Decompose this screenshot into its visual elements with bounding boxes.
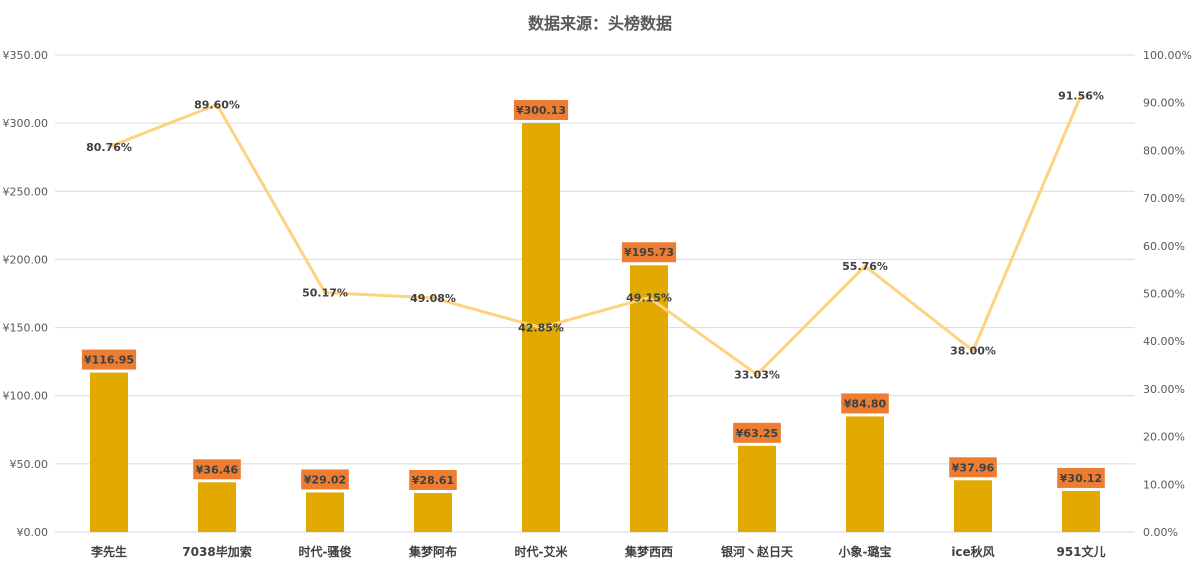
bar-value-label: ¥63.25 bbox=[736, 427, 778, 440]
line-point bbox=[1079, 93, 1083, 97]
left-tick-label: ¥300.00 bbox=[3, 117, 49, 130]
bar-series bbox=[90, 122, 1100, 532]
bar-label-box bbox=[513, 99, 569, 120]
bar-value-label: ¥300.13 bbox=[516, 104, 566, 117]
left-tick-label: ¥150.00 bbox=[3, 322, 49, 335]
line-point bbox=[971, 349, 975, 353]
right-tick-label: 10.00% bbox=[1143, 478, 1185, 491]
bar-value-label: ¥37.96 bbox=[952, 461, 995, 474]
right-tick-label: 60.00% bbox=[1143, 240, 1185, 253]
line-point bbox=[107, 145, 111, 149]
category-label: 7038毕加索 bbox=[182, 544, 251, 559]
line-value-label: 49.08% bbox=[410, 292, 456, 305]
bar bbox=[90, 372, 128, 532]
line-point bbox=[215, 103, 219, 107]
line-point bbox=[539, 326, 543, 330]
bar-label-box bbox=[1057, 467, 1105, 488]
category-label: 小象-璐宝 bbox=[839, 544, 892, 559]
left-tick-label: ¥50.00 bbox=[10, 458, 49, 471]
bar bbox=[1062, 490, 1100, 532]
line-value-label: 42.85% bbox=[518, 322, 564, 335]
line-series bbox=[107, 93, 1083, 376]
right-tick-label: 50.00% bbox=[1143, 288, 1185, 301]
category-label: 集梦西西 bbox=[624, 544, 673, 559]
bar-value-label: ¥30.12 bbox=[1060, 472, 1102, 485]
left-tick-label: ¥250.00 bbox=[3, 185, 49, 198]
bar bbox=[414, 493, 452, 532]
bar-data-labels: ¥116.95 ¥36.46 ¥29.02 ¥28.61 ¥300.13 ¥195.73 ¥… bbox=[81, 99, 1105, 491]
line-value-label: 89.60% bbox=[194, 99, 240, 112]
right-tick-label: 100.00% bbox=[1143, 49, 1192, 62]
bar-value-label: ¥29.02 bbox=[304, 473, 346, 486]
line-point bbox=[431, 296, 435, 300]
line-point bbox=[323, 291, 327, 295]
bar-value-label: ¥84.80 bbox=[844, 397, 887, 410]
category-label: ice秋风 bbox=[951, 544, 994, 559]
line-value-label: 49.15% bbox=[626, 292, 672, 305]
bar-value-label: ¥36.46 bbox=[196, 463, 239, 476]
left-axis: ¥0.00 ¥50.00 ¥100.00 ¥150.00 ¥200.00 ¥250.00 ¥… bbox=[3, 49, 49, 539]
right-tick-label: 0.00% bbox=[1143, 526, 1178, 539]
bar-label-box bbox=[81, 349, 137, 370]
line-value-label: 50.17% bbox=[302, 287, 348, 300]
right-axis: 0.00% 10.00% 20.00% 30.00% 40.00% 50.00% 60.00… bbox=[1143, 49, 1192, 539]
line-path bbox=[108, 94, 1083, 376]
category-label: 时代-骚俊 bbox=[299, 544, 352, 559]
left-tick-label: ¥0.00 bbox=[17, 526, 49, 539]
bar bbox=[630, 265, 668, 532]
left-tick-label: ¥100.00 bbox=[3, 390, 49, 403]
right-tick-label: 80.00% bbox=[1143, 144, 1185, 157]
bar-label-box bbox=[949, 457, 997, 478]
line-value-label: 91.56% bbox=[1058, 89, 1104, 102]
right-tick-label: 90.00% bbox=[1143, 97, 1185, 110]
chart-title: 数据来源：头榜数据 bbox=[528, 14, 672, 33]
right-tick-label: 40.00% bbox=[1143, 335, 1185, 348]
category-axis: 李先生 7038毕加索 时代-骚俊 集梦阿布 时代-艾米 集梦西西 银河丶赵日天 小象-璐宝 i… bbox=[90, 544, 1106, 559]
bar-label-box bbox=[841, 393, 889, 414]
line-value-label: 33.03% bbox=[734, 368, 780, 381]
bar-value-label: ¥28.61 bbox=[412, 474, 454, 487]
bar bbox=[954, 480, 992, 532]
line-point bbox=[647, 296, 651, 300]
left-tick-label: ¥200.00 bbox=[3, 253, 49, 266]
line-value-label: 80.76% bbox=[86, 141, 132, 154]
bar bbox=[306, 492, 344, 532]
line-point bbox=[755, 372, 759, 376]
bar-label-box bbox=[409, 470, 457, 491]
category-label: 银河丶赵日天 bbox=[721, 544, 794, 559]
right-tick-label: 30.00% bbox=[1143, 383, 1185, 396]
bar bbox=[846, 416, 884, 532]
category-label: 951文儿 bbox=[1056, 544, 1105, 559]
bar-value-label: ¥195.73 bbox=[624, 246, 674, 259]
bar bbox=[198, 482, 236, 532]
bar-value-label: ¥116.95 bbox=[84, 354, 134, 367]
line-value-label: 38.00% bbox=[950, 345, 996, 358]
line-data-labels: 80.76% 89.60% 50.17% 49.08% 42.85% 49.15% 33.0… bbox=[86, 89, 1104, 381]
bar-label-box bbox=[193, 459, 241, 480]
line-point bbox=[863, 264, 867, 268]
category-label: 时代-艾米 bbox=[515, 544, 569, 559]
bar-label-box bbox=[301, 469, 349, 490]
left-tick-label: ¥350.00 bbox=[3, 49, 49, 62]
category-label: 集梦阿布 bbox=[408, 544, 457, 559]
line-value-label: 55.76% bbox=[842, 260, 888, 273]
bar bbox=[738, 445, 776, 532]
category-label: 李先生 bbox=[90, 544, 127, 559]
bar-label-box bbox=[733, 422, 781, 443]
right-tick-label: 20.00% bbox=[1143, 431, 1185, 444]
right-tick-label: 70.00% bbox=[1143, 192, 1185, 205]
bar-label-box bbox=[621, 242, 677, 263]
